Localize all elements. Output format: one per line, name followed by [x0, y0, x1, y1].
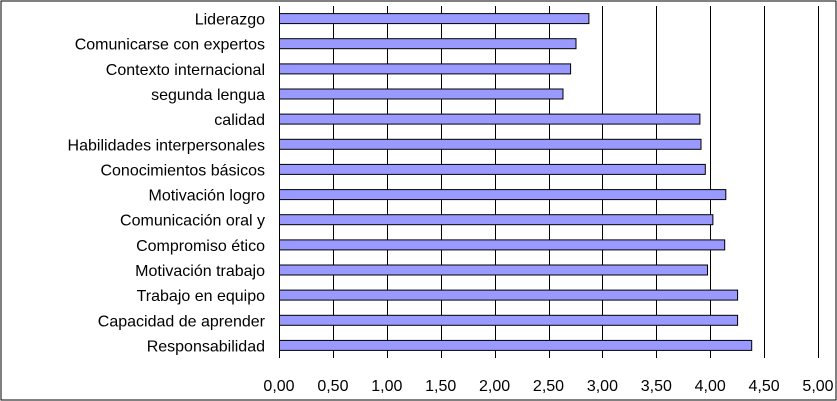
bar: [279, 13, 590, 25]
bar: [279, 339, 753, 351]
bar: [279, 314, 739, 326]
x-tick-label: 2,00: [479, 378, 510, 395]
bar: [279, 264, 708, 276]
category-label: Responsabilidad: [147, 338, 265, 355]
category-label: segunda lengua: [151, 87, 265, 104]
category-label: Motivación trabajo: [135, 263, 265, 280]
category-label: Compromiso ético: [136, 238, 265, 255]
bars: [279, 13, 753, 351]
x-tick-label: 0,00: [263, 378, 294, 395]
category-label: Habilidades interpersonales: [68, 137, 265, 154]
category-label: Trabajo en equipo: [137, 288, 265, 305]
bar: [279, 113, 701, 125]
bar: [279, 189, 727, 201]
x-tick-label: 1,00: [371, 378, 402, 395]
bar: [279, 63, 572, 75]
category-label: Comunicación oral y: [120, 213, 265, 230]
x-tick-label: 4,00: [695, 378, 726, 395]
bar: [279, 289, 739, 301]
bar: [279, 38, 577, 50]
bar: [279, 239, 726, 251]
category-label: calidad: [214, 112, 265, 129]
category-label: Liderazgo: [195, 12, 265, 29]
bar: [279, 214, 714, 226]
bar: [279, 138, 702, 150]
category-label: Contexto internacional: [106, 62, 265, 79]
category-label: Conocimientos básicos: [100, 162, 265, 179]
x-tick-label: 0,50: [317, 378, 348, 395]
x-tick-label: 3,00: [587, 378, 618, 395]
bar: [279, 163, 706, 175]
bar: [279, 88, 564, 100]
category-label: Comunicarse con expertos: [75, 37, 265, 54]
category-labels: Liderazgo Comunicarse con expertos Context…: [68, 12, 266, 356]
x-tick-label: 3,50: [641, 378, 672, 395]
x-tick-label: 2,50: [533, 378, 564, 395]
x-tick-label: 1,50: [425, 378, 456, 395]
x-tick-label: 4,50: [749, 378, 780, 395]
category-label: Motivación logro: [149, 188, 266, 205]
category-label: Capacidad de aprender: [98, 313, 266, 330]
x-tick-labels: 0,00 0,50 1,00 1,50 2,00 2,50 3,00 3,50 4,00 4,50…: [263, 378, 833, 395]
x-tick-label: 5,00: [802, 378, 833, 395]
